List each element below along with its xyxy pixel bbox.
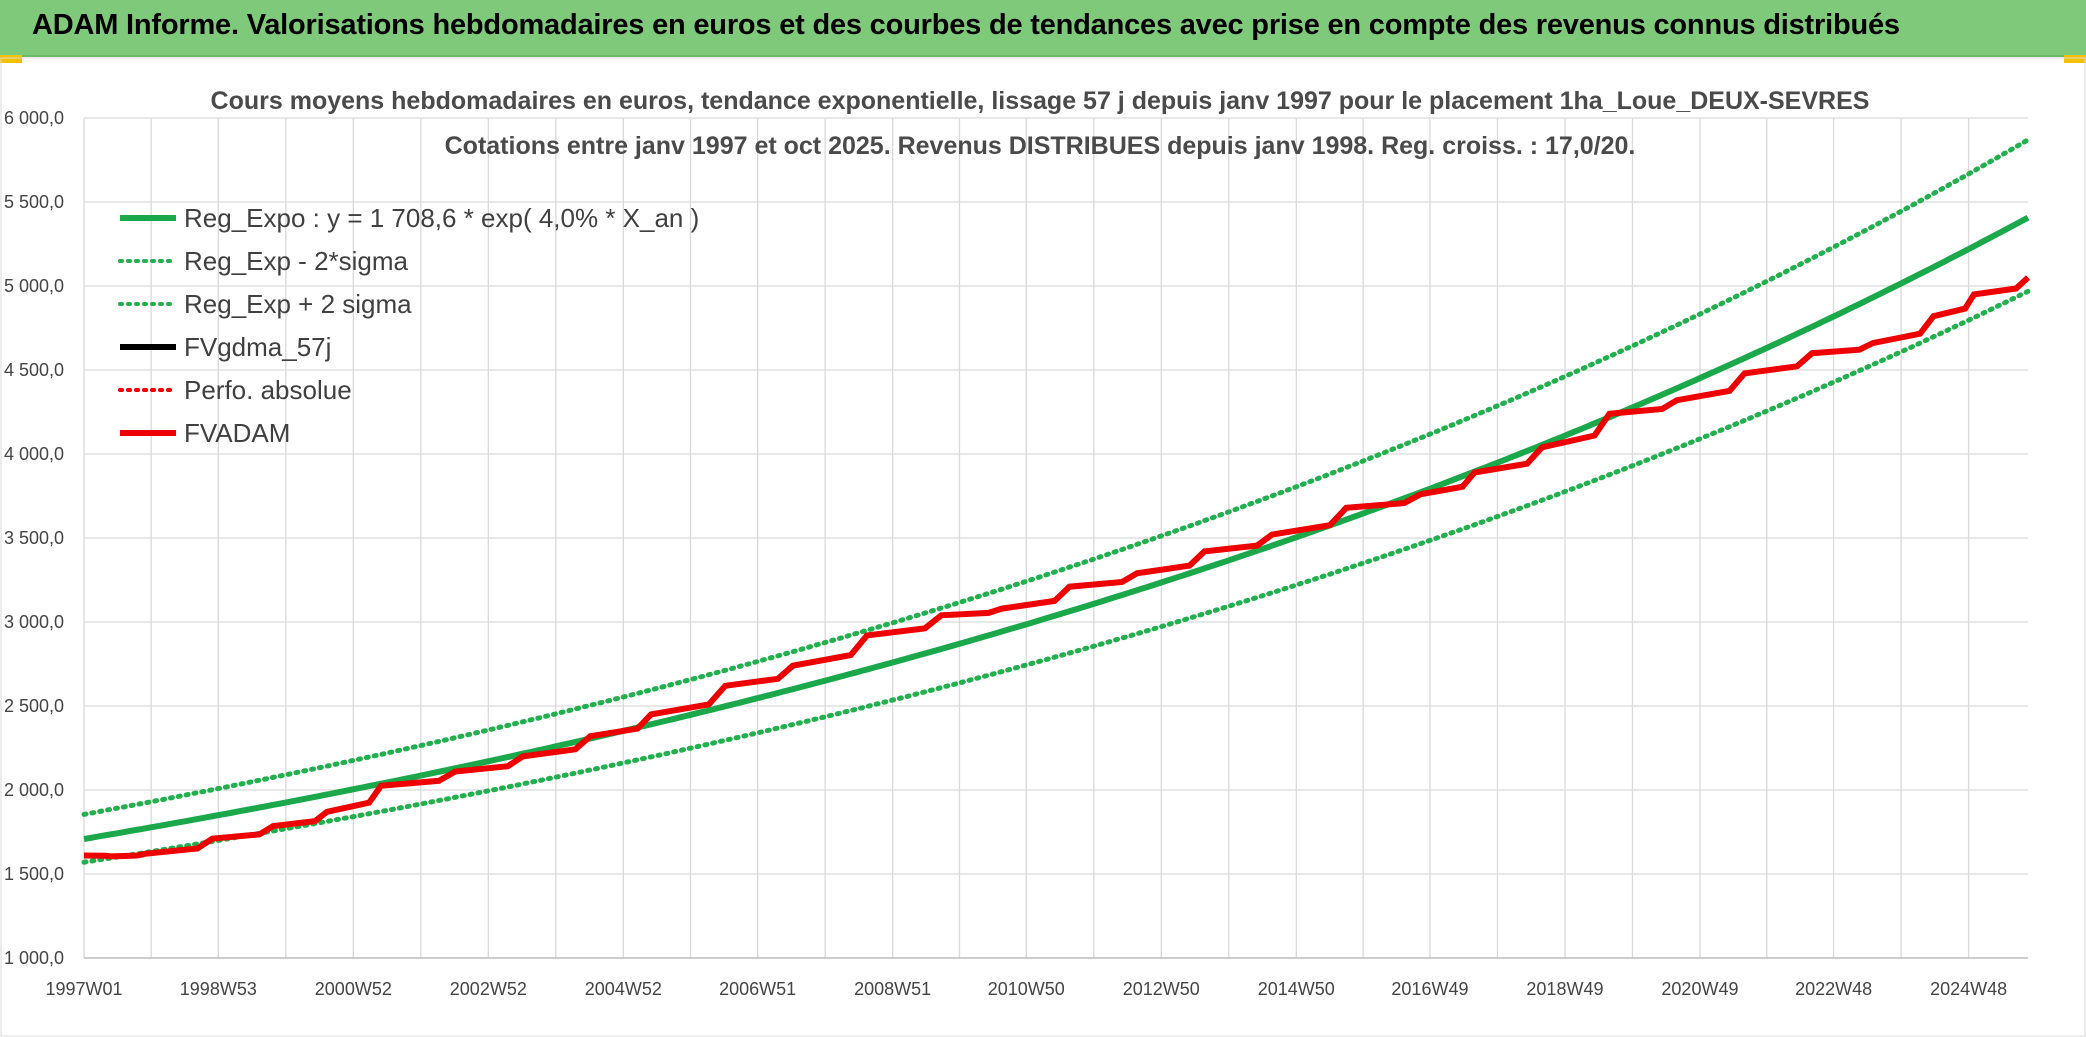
line-chart: 1 000,0 1 500,0 2 000,0 2 500,0 3 000,0 3 500… — [0, 57, 2086, 1037]
y-tick-label: 2 500,0 — [4, 696, 64, 716]
x-tick-label: 2020W49 — [1661, 979, 1738, 999]
y-tick-label: 2 000,0 — [4, 780, 64, 800]
corner-marker-left — [0, 55, 22, 63]
banner-title: ADAM Informe. Valorisations hebdomadaire… — [32, 9, 1900, 41]
series-fvadam — [83, 275, 2031, 860]
y-tick-label: 1 500,0 — [4, 864, 64, 884]
y-tick-label: 5 500,0 — [4, 192, 64, 212]
corner-marker-right — [2064, 55, 2086, 63]
y-tick-label: 4 000,0 — [4, 444, 64, 464]
chart-area: 1 000,0 1 500,0 2 000,0 2 500,0 3 000,0 3 500… — [0, 57, 2086, 1037]
x-tick-label: 2010W50 — [988, 979, 1065, 999]
x-tick-label: 2022W48 — [1795, 979, 1872, 999]
legend-label: FVADAM — [184, 418, 290, 448]
x-tick-label: 2012W50 — [1123, 979, 1200, 999]
chart-subtitle: Cotations entre janv 1997 et oct 2025. R… — [445, 132, 1636, 160]
x-tick-label: 2000W52 — [315, 979, 392, 999]
y-tick-label: 3 000,0 — [4, 612, 64, 632]
x-tick-label: 2004W52 — [585, 979, 662, 999]
chart-title: Cours moyens hebdomadaires en euros, ten… — [211, 87, 1870, 115]
y-tick-label: 6 000,0 — [4, 108, 64, 128]
x-tick-label: 2006W51 — [719, 979, 796, 999]
y-tick-label: 4 500,0 — [4, 360, 64, 380]
x-tick-label: 2014W50 — [1258, 979, 1335, 999]
legend-label: Reg_Exp + 2 sigma — [184, 289, 412, 319]
chart-border — [0, 57, 2086, 1037]
y-tick-label: 3 500,0 — [4, 528, 64, 548]
legend-label: Reg_Exp - 2*sigma — [184, 246, 409, 276]
series-reg-exp-minus-2sigma — [81, 288, 2031, 865]
x-tick-label: 2016W49 — [1391, 979, 1468, 999]
y-tick-label: 5 000,0 — [4, 276, 64, 296]
y-tick-label: 1 000,0 — [4, 948, 64, 968]
legend-label: Perfo. absolue — [184, 375, 352, 405]
series-reg-exp-plus-2sigma — [81, 137, 2031, 817]
x-tick-label: 2018W49 — [1526, 979, 1603, 999]
series-reg-expo — [83, 214, 2030, 842]
legend-label: FVgdma_57j — [184, 332, 331, 362]
x-tick-label: 2008W51 — [854, 979, 931, 999]
x-tick-label: 1997W01 — [45, 979, 122, 999]
x-tick-label: 2024W48 — [1930, 979, 2007, 999]
title-banner: ADAM Informe. Valorisations hebdomadaire… — [0, 0, 2086, 57]
x-tick-label: 1998W53 — [180, 979, 257, 999]
legend-label: Reg_Expo : y = 1 708,6 * exp( 4,0% * X_a… — [184, 203, 699, 233]
x-tick-label: 2002W52 — [450, 979, 527, 999]
